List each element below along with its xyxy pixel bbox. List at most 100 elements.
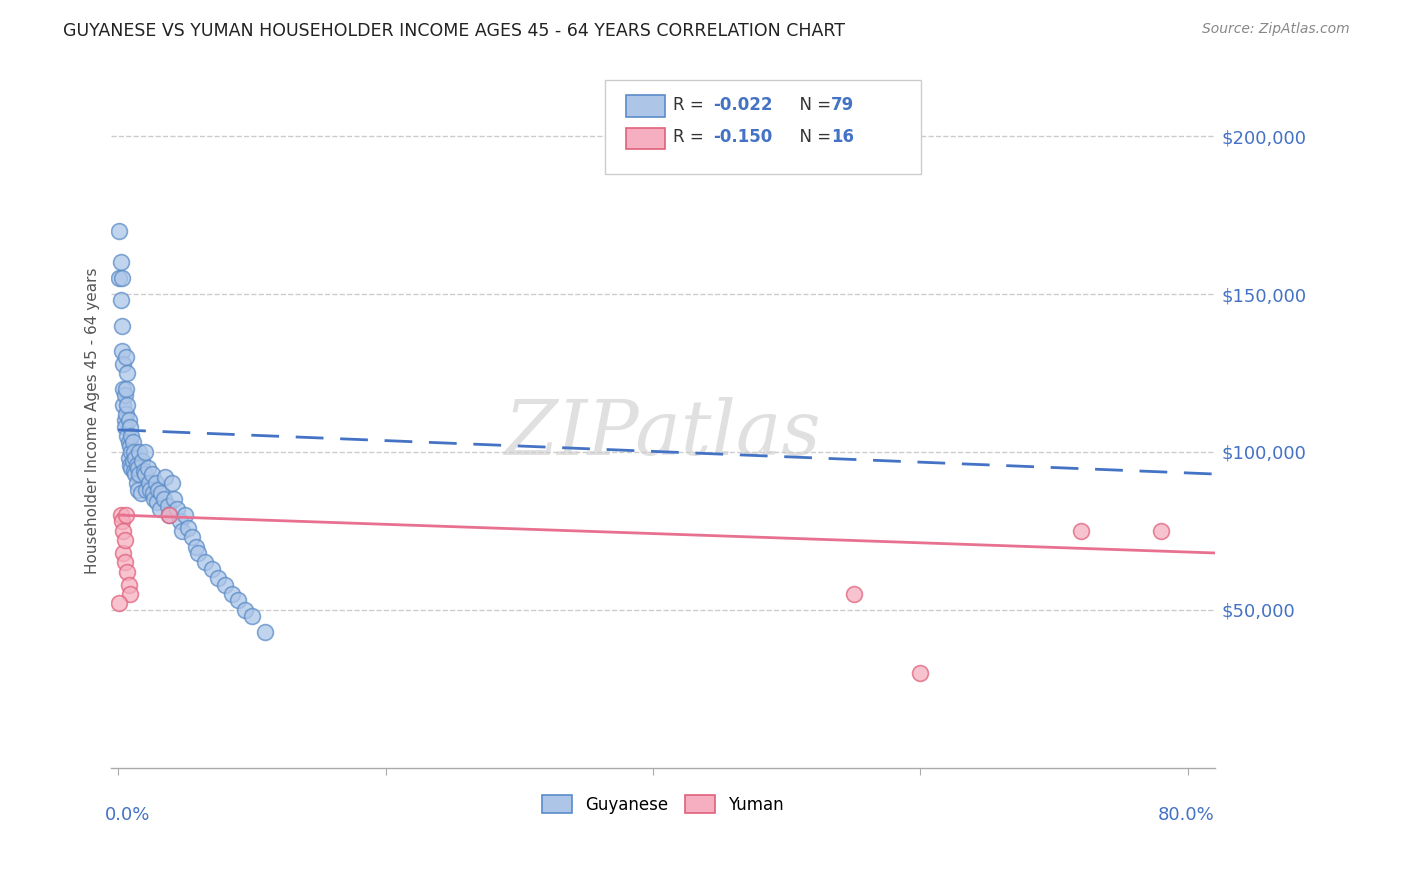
Text: 16: 16 <box>831 128 853 146</box>
Point <box>1150 524 1173 538</box>
Point <box>112 546 135 560</box>
Point <box>156 499 179 513</box>
Point <box>174 508 197 522</box>
Point <box>128 445 150 459</box>
Point <box>157 508 180 522</box>
Point <box>139 483 162 497</box>
Point <box>166 501 188 516</box>
Point <box>112 382 135 396</box>
Point <box>115 382 138 396</box>
Point <box>118 577 141 591</box>
Point <box>172 524 194 538</box>
Point <box>125 476 148 491</box>
Point <box>117 398 139 412</box>
Point <box>136 460 159 475</box>
Point <box>163 492 186 507</box>
Point <box>124 451 146 466</box>
Point <box>184 540 207 554</box>
Point <box>221 587 243 601</box>
Point <box>131 454 153 468</box>
Point <box>114 533 136 548</box>
Point <box>114 419 136 434</box>
Point <box>233 603 256 617</box>
Point <box>146 495 169 509</box>
Point <box>142 486 165 500</box>
Point <box>132 464 155 478</box>
Point <box>110 255 132 269</box>
Point <box>148 501 170 516</box>
Point <box>240 609 263 624</box>
Text: -0.022: -0.022 <box>713 96 772 114</box>
Point <box>117 565 139 579</box>
Text: 0.0%: 0.0% <box>104 805 150 824</box>
Point <box>169 515 191 529</box>
Text: 79: 79 <box>831 96 855 114</box>
Point <box>118 413 141 427</box>
Point <box>187 546 209 560</box>
Point <box>108 597 131 611</box>
Point <box>128 467 150 481</box>
Point <box>115 350 138 364</box>
Point <box>120 439 142 453</box>
Point <box>115 508 138 522</box>
Text: -0.150: -0.150 <box>713 128 772 146</box>
Point <box>201 562 224 576</box>
Point <box>228 593 250 607</box>
Point <box>135 483 157 497</box>
Point <box>125 458 148 472</box>
Point <box>122 445 145 459</box>
Point <box>129 486 152 500</box>
Text: R =: R = <box>673 128 710 146</box>
Point <box>176 521 198 535</box>
Point <box>120 419 142 434</box>
Point <box>121 445 143 459</box>
Point <box>112 357 135 371</box>
Point <box>214 577 236 591</box>
Text: 80.0%: 80.0% <box>1157 805 1215 824</box>
Point <box>180 530 202 544</box>
Point <box>111 515 134 529</box>
Text: Source: ZipAtlas.com: Source: ZipAtlas.com <box>1202 22 1350 37</box>
Point <box>254 624 277 639</box>
Text: ZIPatlas: ZIPatlas <box>505 397 821 471</box>
Point <box>121 435 143 450</box>
Point <box>160 476 183 491</box>
Point <box>157 508 180 522</box>
Point <box>114 413 136 427</box>
Point <box>118 435 141 450</box>
Point <box>124 467 146 481</box>
Point <box>120 587 142 601</box>
Point <box>134 445 156 459</box>
Point <box>148 483 170 497</box>
Point <box>120 458 142 472</box>
Point <box>111 271 134 285</box>
Point <box>127 460 149 475</box>
Point <box>1070 524 1092 538</box>
Point <box>121 460 143 475</box>
Point <box>143 492 166 507</box>
Text: N =: N = <box>789 128 837 146</box>
Text: R =: R = <box>673 96 710 114</box>
Y-axis label: Householder Income Ages 45 - 64 years: Householder Income Ages 45 - 64 years <box>86 267 100 574</box>
Point <box>194 556 217 570</box>
Legend: Guyanese, Yuman: Guyanese, Yuman <box>534 787 793 822</box>
Point <box>145 476 167 491</box>
Point <box>149 486 172 500</box>
Point <box>207 571 229 585</box>
Text: N =: N = <box>789 96 837 114</box>
Text: GUYANESE VS YUMAN HOUSEHOLDER INCOME AGES 45 - 64 YEARS CORRELATION CHART: GUYANESE VS YUMAN HOUSEHOLDER INCOME AGE… <box>63 22 845 40</box>
Point <box>141 467 163 481</box>
Point <box>152 492 174 507</box>
Point <box>121 454 143 468</box>
Point <box>121 429 143 443</box>
Point <box>112 524 135 538</box>
Point <box>153 470 176 484</box>
Point <box>111 343 134 358</box>
Point <box>108 224 131 238</box>
Point <box>122 464 145 478</box>
Point <box>110 508 132 522</box>
Point <box>108 271 131 285</box>
Point <box>117 366 139 380</box>
Point <box>114 556 136 570</box>
Point <box>842 587 865 601</box>
